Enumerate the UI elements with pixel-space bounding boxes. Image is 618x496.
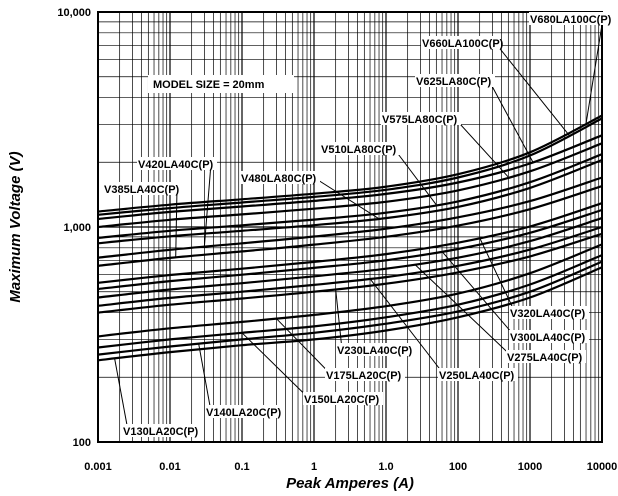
leader-line	[585, 18, 604, 124]
x-tick-label: 0.01	[159, 461, 180, 473]
series-label: V385LA40C(P)	[104, 184, 180, 196]
series-label-bg	[205, 405, 285, 418]
series-line	[97, 260, 603, 356]
leader-line	[369, 278, 445, 375]
y-axis-title: Maximum Voltage (V)	[7, 151, 24, 302]
series-label: V250LA40C(P)	[439, 370, 515, 382]
x-tick-label: 10000	[587, 461, 618, 473]
leader-line	[414, 263, 513, 357]
series-line	[97, 114, 603, 213]
leader-line	[335, 289, 343, 350]
series-label: V230LA40C(P)	[337, 345, 413, 357]
series-label-bg	[325, 368, 405, 381]
series-line	[97, 266, 603, 362]
series-line	[97, 208, 603, 291]
series-label: V150LA20C(P)	[304, 394, 380, 406]
leader-line	[275, 318, 332, 375]
leader-line	[488, 80, 534, 163]
series-line	[97, 158, 603, 245]
series-label-bg	[381, 112, 461, 125]
leader-line	[494, 42, 570, 136]
leader-line	[393, 148, 437, 206]
series-labels: V130LA20C(P) V140LA20C(P) V150LA20C(P) V175…	[103, 12, 612, 438]
series-label-bg	[320, 142, 400, 155]
plot-frame	[97, 11, 603, 443]
x-tick-label: 1.0	[378, 461, 393, 473]
series-line	[97, 217, 603, 299]
series-label-bg	[415, 74, 495, 87]
leader-line	[175, 188, 178, 258]
x-tick-label: 1	[311, 461, 317, 473]
series-label: V660LA100C(P)	[422, 38, 504, 50]
series-label: V130LA20C(P)	[123, 426, 199, 438]
series-label-bg	[529, 12, 609, 25]
series-label: V140LA20C(P)	[206, 407, 282, 419]
leader-line	[198, 343, 212, 412]
series-label: V420LA40C(P)	[138, 159, 214, 171]
annotation: MODEL SIZE = 20mm	[148, 75, 294, 93]
series-label-bg	[122, 424, 202, 437]
series-label: V625LA80C(P)	[416, 76, 492, 88]
x-tick-label: 0.1	[234, 461, 249, 473]
leader-line	[479, 237, 516, 313]
leader-line	[454, 118, 509, 178]
series-line	[97, 176, 603, 259]
leader-line	[313, 177, 380, 220]
series-label: V510LA80C(P)	[321, 144, 397, 156]
series-line	[97, 232, 603, 314]
series-label-bg	[509, 330, 589, 343]
y-tick-label: 100	[73, 437, 91, 449]
series-line	[97, 254, 603, 349]
series-line	[97, 202, 603, 284]
leader-line	[241, 332, 310, 399]
series-label: V680LA100C(P)	[530, 14, 612, 26]
series-label-bg	[438, 368, 518, 381]
series-label: V175LA20C(P)	[326, 370, 402, 382]
series-line	[97, 243, 603, 338]
series-label-bg	[509, 306, 589, 319]
series-line	[97, 185, 603, 267]
y-tick-label: 10,000	[57, 7, 91, 19]
label-leaders	[114, 18, 604, 431]
series-line	[97, 225, 603, 307]
y-tick-labels: 100 1,000 10,000	[57, 7, 91, 449]
series-label-bg	[506, 350, 586, 363]
x-tick-label: 100	[449, 461, 467, 473]
series-label: V300LA40C(P)	[510, 332, 586, 344]
series-label: V480LA80C(P)	[241, 173, 317, 185]
series-label: V320LA40C(P)	[510, 308, 586, 320]
x-axis-title: Peak Amperes (A)	[286, 475, 414, 492]
leader-line	[441, 251, 516, 337]
series-label-bg	[103, 182, 183, 195]
x-tick-label: 0.001	[84, 461, 112, 473]
series-label: V575LA80C(P)	[382, 114, 458, 126]
x-tick-label: 1000	[518, 461, 542, 473]
series-line	[97, 117, 603, 216]
x-tick-labels: 0.001 0.01 0.1 1 1.0 100 1000 10000	[84, 461, 617, 473]
y-tick-label: 1,000	[63, 222, 91, 234]
series-label-bg	[303, 392, 383, 405]
model-size-annotation: MODEL SIZE = 20mm	[153, 79, 265, 91]
leader-line	[203, 163, 212, 247]
series-curves	[97, 114, 603, 362]
series-label-bg	[421, 36, 501, 49]
series-label-bg	[137, 157, 217, 170]
series-label-bg	[336, 343, 416, 356]
series-label: V275LA40C(P)	[507, 352, 583, 364]
series-label-bg	[240, 171, 320, 184]
leader-line	[114, 358, 129, 431]
